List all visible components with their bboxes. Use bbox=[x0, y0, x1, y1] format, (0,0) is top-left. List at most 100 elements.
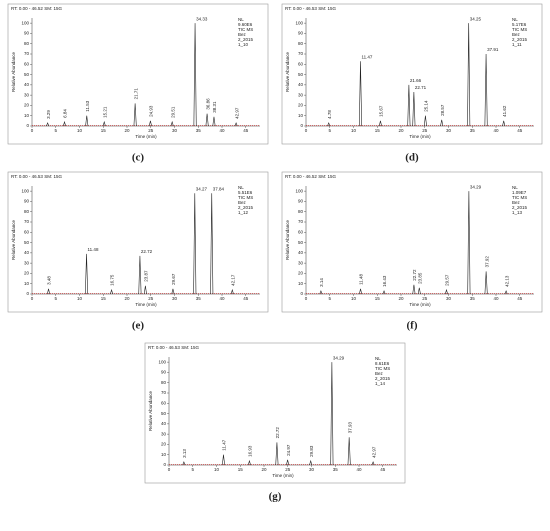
peak bbox=[148, 120, 152, 127]
peak-label: 37.84 bbox=[213, 186, 225, 191]
x-tick-label: 25 bbox=[148, 128, 154, 133]
peak bbox=[171, 288, 175, 295]
peak bbox=[382, 290, 386, 295]
x-tick-label: 35 bbox=[196, 296, 202, 301]
peak-label: 16.75 bbox=[110, 274, 115, 286]
peak-label: 11.48 bbox=[359, 273, 364, 284]
y-tick-label: 100 bbox=[295, 188, 303, 193]
peak-label: 37.93 bbox=[347, 421, 352, 433]
y-tick-label: 60 bbox=[161, 400, 167, 405]
info-line: TIC MS bbox=[512, 195, 527, 200]
info-line: 2_2015 bbox=[512, 205, 528, 210]
y-tick-label: 40 bbox=[161, 421, 167, 426]
peak-label: 37.91 bbox=[487, 47, 499, 52]
y-tick-label: 50 bbox=[24, 72, 30, 77]
y-tick-label: 70 bbox=[298, 51, 304, 56]
peak-label: 34.25 bbox=[470, 16, 482, 21]
peak-label: 16.43 bbox=[382, 275, 387, 287]
peak bbox=[205, 113, 209, 127]
panel-header: RT: 0.00 - 46.52 SM: 15G bbox=[285, 174, 336, 179]
peak bbox=[412, 92, 416, 127]
y-tick-label: 80 bbox=[161, 380, 167, 385]
y-axis-title: Relative Abundance bbox=[11, 51, 16, 92]
peak bbox=[63, 120, 66, 127]
panel-label: (f) bbox=[407, 320, 418, 332]
info-line: NL bbox=[512, 17, 518, 22]
peak bbox=[247, 459, 251, 466]
peak bbox=[234, 122, 238, 127]
peak bbox=[286, 459, 290, 466]
y-tick-label: 80 bbox=[24, 209, 30, 214]
peak bbox=[102, 120, 106, 127]
y-tick-label: 10 bbox=[24, 281, 30, 286]
peak bbox=[417, 287, 421, 295]
panel-header: RT: 0.00 - 46.53 SM: 15G bbox=[11, 174, 62, 179]
info-line: NL bbox=[375, 356, 381, 361]
peak bbox=[212, 116, 216, 127]
y-tick-label: 0 bbox=[26, 123, 29, 128]
peak bbox=[423, 115, 427, 127]
x-axis-title: Time (min) bbox=[135, 302, 157, 307]
peak bbox=[358, 61, 362, 127]
x-tick-label: 20 bbox=[398, 296, 404, 301]
peak bbox=[182, 461, 186, 466]
x-tick-label: 45 bbox=[517, 128, 523, 133]
y-tick-label: 40 bbox=[24, 250, 30, 255]
x-tick-label: 25 bbox=[422, 128, 428, 133]
peak bbox=[371, 461, 375, 466]
info-line: 1_10 bbox=[238, 42, 249, 47]
peak bbox=[359, 288, 363, 295]
x-tick-label: 0 bbox=[31, 296, 34, 301]
x-axis-title: Time (min) bbox=[135, 134, 157, 139]
x-tick-label: 30 bbox=[172, 128, 178, 133]
y-tick-label: 50 bbox=[298, 72, 304, 77]
info-line: Bez bbox=[238, 32, 247, 37]
chromatogram-panel: RT: 0.00 - 46.52 SM: 15G0102030405060708… bbox=[7, 3, 269, 164]
peak bbox=[138, 255, 142, 295]
peak-label: 38.31 bbox=[212, 101, 217, 113]
x-tick-label: 20 bbox=[124, 296, 130, 301]
y-tick-label: 60 bbox=[298, 61, 304, 66]
y-tick-label: 100 bbox=[295, 20, 303, 25]
peak-label: 34.33 bbox=[196, 16, 208, 21]
peak-label: 15.21 bbox=[102, 106, 107, 118]
x-tick-label: 35 bbox=[333, 467, 339, 472]
chromatogram-panel: RT: 0.00 - 46.53 SM: 15G0102030405060708… bbox=[7, 171, 269, 332]
peak bbox=[230, 288, 234, 295]
x-tick-label: 10 bbox=[77, 128, 83, 133]
x-tick-label: 20 bbox=[261, 467, 267, 472]
peak bbox=[347, 437, 351, 466]
peak bbox=[275, 442, 279, 466]
y-tick-label: 0 bbox=[300, 291, 303, 296]
panel-label: (c) bbox=[132, 152, 145, 164]
y-tick-label: 70 bbox=[24, 219, 30, 224]
peak bbox=[133, 103, 137, 127]
y-tick-label: 70 bbox=[161, 390, 167, 395]
x-tick-label: 40 bbox=[493, 128, 499, 133]
y-axis-title: Relative Abundance bbox=[285, 219, 290, 260]
x-tick-label: 45 bbox=[517, 296, 523, 301]
y-tick-label: 90 bbox=[24, 31, 30, 36]
x-tick-label: 40 bbox=[493, 296, 499, 301]
x-tick-label: 40 bbox=[356, 467, 362, 472]
x-tick-label: 10 bbox=[351, 128, 357, 133]
info-line: 5.17E6 bbox=[512, 22, 527, 27]
peak-label: 34.29 bbox=[470, 184, 482, 189]
y-tick-label: 20 bbox=[161, 442, 167, 447]
chromatogram-panel: RT: 0.00 - 46.53 SM: 15G0102030405060708… bbox=[281, 3, 543, 164]
info-line: TIC MS bbox=[238, 27, 253, 32]
peak bbox=[110, 288, 114, 295]
peak-label: 22.72 bbox=[275, 427, 280, 439]
y-axis-title: Relative Abundance bbox=[148, 390, 153, 431]
peak-label: 28.57 bbox=[440, 104, 445, 116]
panel-label: (d) bbox=[405, 152, 419, 164]
y-tick-label: 60 bbox=[24, 61, 30, 66]
y-tick-label: 40 bbox=[298, 250, 304, 255]
x-tick-label: 30 bbox=[446, 128, 452, 133]
peak-label: 11.47 bbox=[222, 439, 227, 450]
x-tick-label: 15 bbox=[101, 128, 107, 133]
x-tick-label: 40 bbox=[219, 128, 225, 133]
x-tick-label: 5 bbox=[328, 128, 331, 133]
info-line: 2_2015 bbox=[238, 205, 254, 210]
info-line: 2_2015 bbox=[238, 37, 254, 42]
